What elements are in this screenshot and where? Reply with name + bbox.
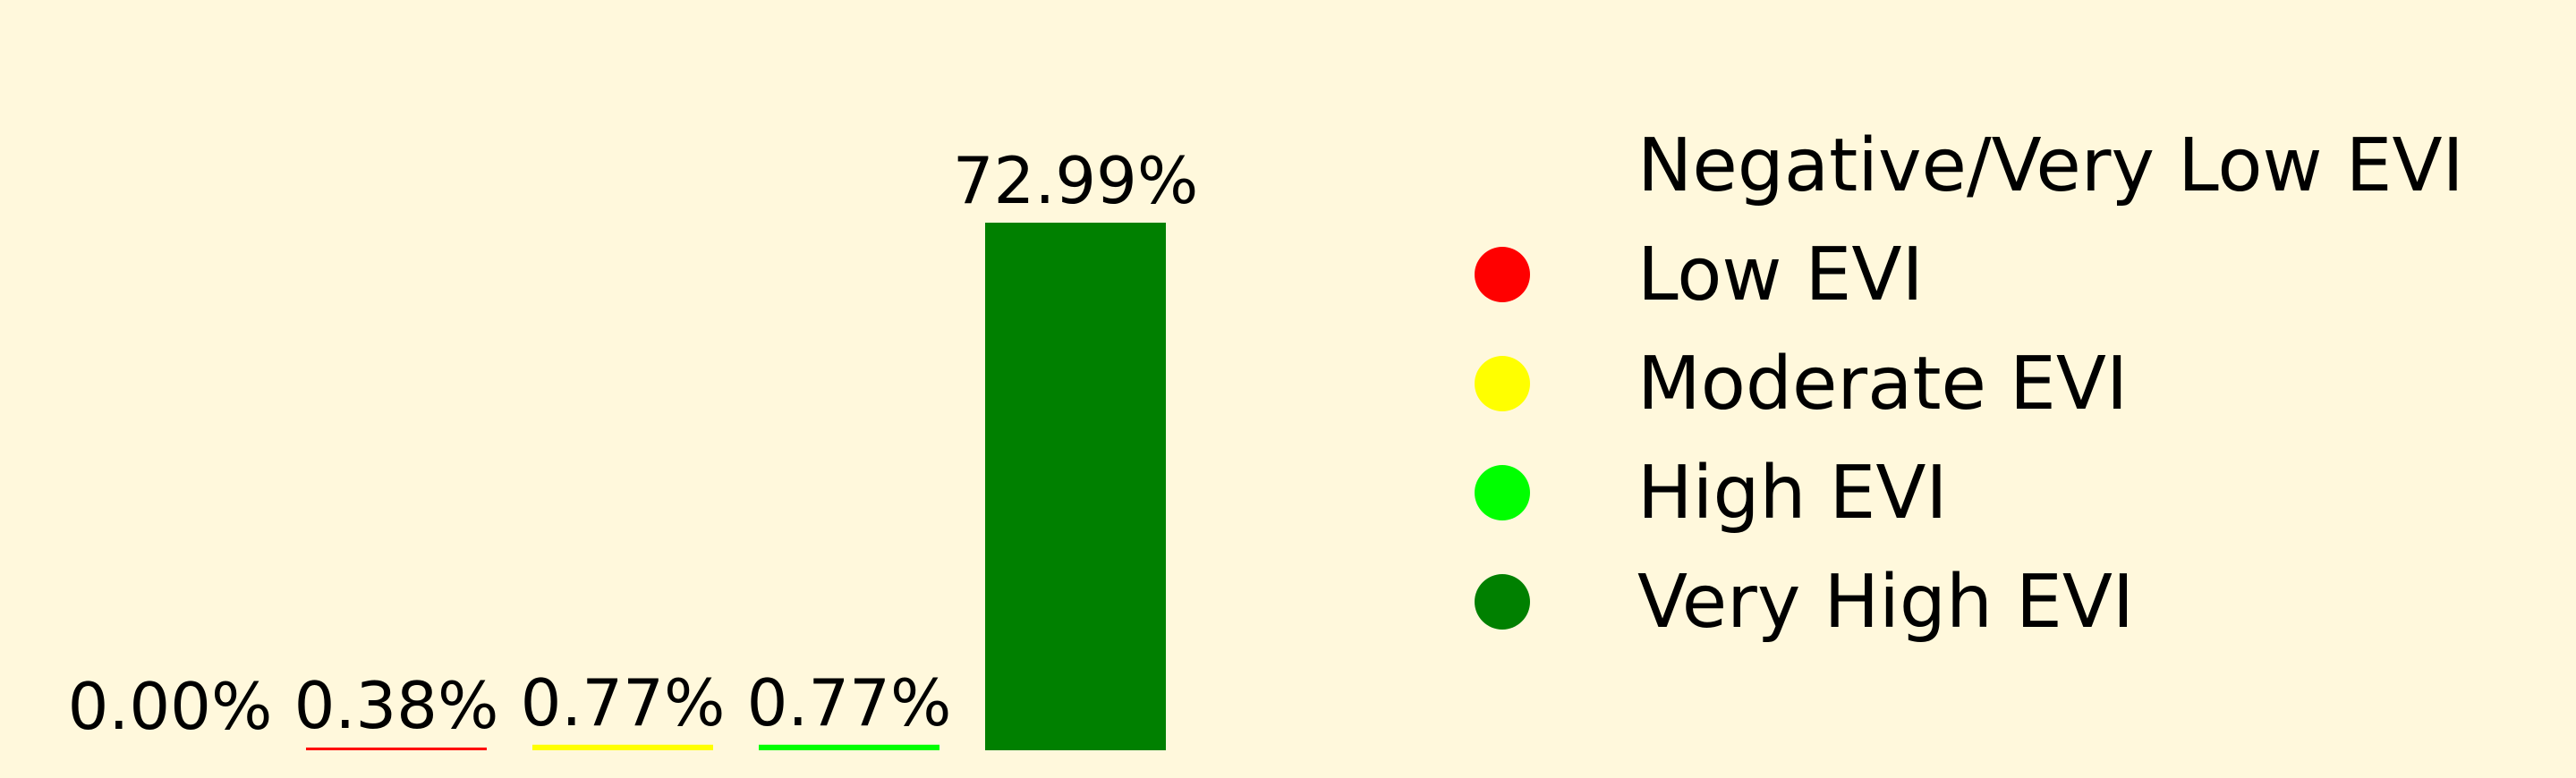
legend-marker-negative-very-low-evi [1475, 138, 1530, 193]
data-label-negative-very-low-evi: 0.00% [68, 669, 273, 744]
bar-high-evi [759, 744, 939, 750]
data-labels-group: 0.00% 0.38% 0.77% 0.77% 72.99% [68, 143, 1199, 744]
data-label-very-high-evi: 72.99% [953, 143, 1199, 218]
bars-group [80, 223, 1166, 750]
legend-marker-high-evi [1475, 465, 1530, 520]
bar-negative-very-low-evi [80, 748, 260, 750]
data-label-low-evi: 0.38% [294, 668, 499, 743]
legend-label-low-evi: Low EVI [1637, 233, 1924, 317]
legend-marker-very-high-evi [1475, 574, 1530, 630]
legend-marker-low-evi [1475, 247, 1530, 302]
data-label-high-evi: 0.77% [747, 665, 952, 740]
legend: Negative/Very Low EVI Low EVI Moderate EVI… [1475, 123, 2464, 645]
legend-label-moderate-evi: Moderate EVI [1637, 342, 2128, 427]
bar-low-evi [306, 747, 487, 750]
bar-moderate-evi [532, 744, 713, 750]
legend-marker-moderate-evi [1475, 356, 1530, 411]
data-label-moderate-evi: 0.77% [521, 665, 726, 740]
legend-label-very-high-evi: Very High EVI [1637, 560, 2134, 645]
legend-label-high-evi: High EVI [1637, 451, 1948, 536]
bar-very-high-evi [985, 223, 1166, 750]
legend-label-negative-very-low-evi: Negative/Very Low EVI [1637, 123, 2464, 208]
